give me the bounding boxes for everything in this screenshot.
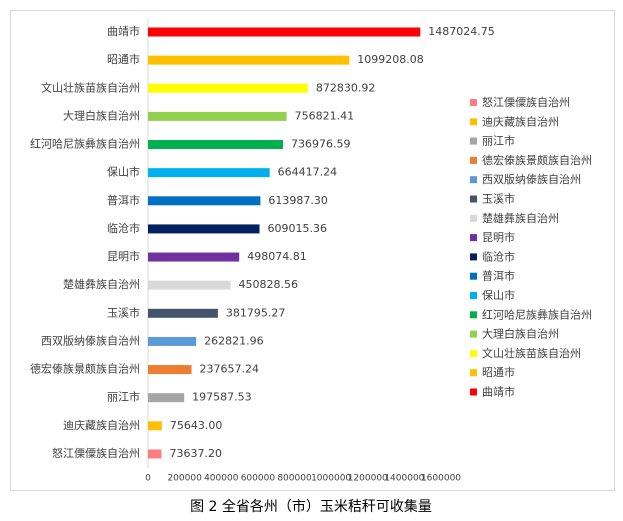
value-label: 237657.24 — [200, 363, 260, 376]
legend-swatch — [470, 118, 477, 126]
value-label: 498074.81 — [247, 250, 307, 263]
legend-swatch — [470, 369, 477, 377]
legend-swatch — [470, 234, 477, 242]
value-label: 75643.00 — [170, 419, 223, 432]
y-tick-label: 大理白族自治州 — [63, 108, 140, 122]
x-tick-label: 1400000 — [384, 474, 424, 484]
bar — [148, 140, 283, 150]
bar — [148, 27, 421, 37]
y-tick-label: 德宏傣族景颇族自治州 — [30, 362, 140, 376]
bar — [148, 449, 162, 459]
legend-swatch — [470, 388, 477, 396]
value-label: 381795.27 — [226, 306, 286, 319]
legend-swatch — [470, 292, 477, 299]
y-tick-label: 曲靖市 — [107, 24, 140, 38]
y-tick-label: 文山壮族苗族自治州 — [41, 80, 140, 94]
legend-label: 普洱市 — [482, 269, 515, 283]
y-tick-label: 保山市 — [107, 165, 140, 179]
value-label: 664417.24 — [278, 166, 338, 179]
value-label: 736976.59 — [291, 138, 351, 151]
y-tick-label: 怒江傈僳族自治州 — [52, 446, 140, 460]
bar — [148, 111, 287, 121]
y-tick-label: 迪庆藏族自治州 — [63, 418, 140, 432]
bar — [148, 365, 192, 375]
value-label: 197587.53 — [192, 391, 252, 404]
legend-swatch — [470, 330, 477, 338]
bar — [148, 252, 240, 262]
value-label: 613987.30 — [268, 194, 328, 207]
bar — [148, 393, 185, 403]
legend-label: 玉溪市 — [482, 192, 515, 206]
bar — [148, 196, 261, 206]
legend-label: 红河哈尼族彝族自治州 — [482, 307, 592, 321]
value-label: 73637.20 — [169, 447, 222, 460]
legend-swatch — [470, 214, 477, 222]
legend-swatch — [470, 137, 477, 145]
legend-swatch — [470, 156, 477, 164]
bar — [148, 336, 197, 346]
y-tick-label: 昆明市 — [107, 249, 140, 263]
x-tick-label: 1200000 — [348, 474, 388, 484]
legend-label: 楚雄彝族自治州 — [482, 211, 559, 225]
legend-label: 德宏傣族景颇族自治州 — [482, 153, 592, 167]
bar — [148, 280, 231, 290]
value-label: 872830.92 — [316, 81, 376, 94]
bar — [148, 224, 260, 234]
bar — [148, 421, 162, 431]
x-tick-label: 1000000 — [311, 474, 351, 484]
legend-label: 保山市 — [482, 288, 515, 302]
legend-label: 昭通市 — [482, 365, 515, 379]
x-tick-label: 400000 — [204, 474, 239, 484]
y-tick-label: 丽江市 — [107, 390, 140, 404]
legend-swatch — [470, 272, 477, 280]
legend-swatch — [470, 99, 477, 106]
bar — [148, 168, 270, 178]
legend-label: 临沧市 — [482, 249, 515, 263]
value-label: 1487024.75 — [428, 25, 494, 38]
legend-swatch — [470, 349, 477, 357]
value-label: 1099208.08 — [357, 53, 423, 66]
y-tick-label: 昭通市 — [107, 52, 140, 66]
legend-label: 文山壮族苗族自治州 — [482, 346, 581, 360]
legend-label: 迪庆藏族自治州 — [482, 114, 559, 128]
legend-label: 曲靖市 — [482, 385, 515, 399]
value-label: 262821.96 — [204, 334, 264, 347]
value-label: 609015.36 — [268, 222, 328, 235]
legend-label: 怒江傈僳族自治州 — [482, 95, 570, 109]
value-label: 450828.56 — [239, 278, 299, 291]
y-tick-label: 楚雄彝族自治州 — [63, 277, 140, 291]
legend-swatch — [470, 311, 477, 319]
x-tick-label: 200000 — [167, 474, 202, 484]
legend-swatch — [470, 176, 477, 184]
value-label: 756821.41 — [295, 109, 355, 122]
y-tick-label: 西双版纳傣族自治州 — [41, 333, 140, 347]
legend-label: 丽江市 — [482, 134, 515, 148]
y-tick-label: 玉溪市 — [107, 305, 140, 319]
bar — [148, 308, 218, 318]
legend-swatch — [470, 253, 477, 261]
y-tick-label: 临沧市 — [107, 221, 140, 235]
legend-label: 大理白族自治州 — [482, 327, 559, 341]
x-tick-label: 1600000 — [421, 474, 461, 484]
y-tick-label: 红河哈尼族彝族自治州 — [30, 137, 140, 151]
caption: 图 2 全省各州（市）玉米秸秆可收集量 — [190, 498, 432, 515]
legend-label: 西双版纳傣族自治州 — [482, 172, 581, 186]
legend-swatch — [470, 195, 477, 203]
x-tick-label: 0 — [145, 474, 151, 484]
y-tick-label: 普洱市 — [107, 193, 140, 207]
x-tick-label: 800000 — [277, 474, 312, 484]
chart-border — [10, 10, 615, 491]
legend-label: 昆明市 — [482, 230, 515, 244]
x-tick-label: 600000 — [241, 474, 276, 484]
bar — [148, 83, 308, 93]
bar — [148, 55, 350, 65]
